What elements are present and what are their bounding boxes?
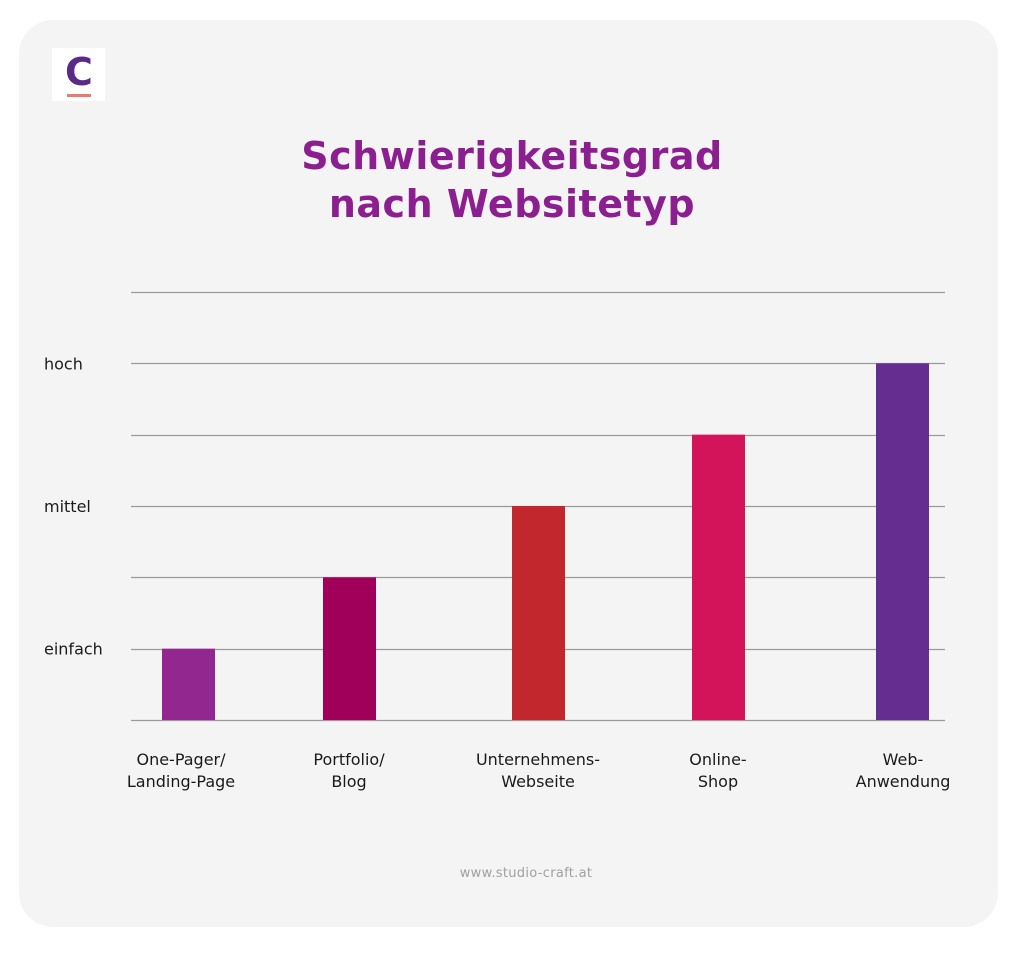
x-tick-label-1-line-0: Portfolio/ xyxy=(313,750,385,769)
x-tick-label-1: Portfolio/Blog xyxy=(313,750,385,791)
y-tick-label-0: einfach xyxy=(44,640,103,659)
logo-underline xyxy=(66,93,91,97)
x-tick-label-3-line-0: Online- xyxy=(689,750,746,769)
brand-logo: C xyxy=(52,48,105,101)
x-tick-label-2-line-0: Unternehmens- xyxy=(476,750,600,769)
x-tick-label-2-line-1: Webseite xyxy=(501,772,575,791)
chart-card xyxy=(19,20,998,927)
website-url: www.studio-craft.at xyxy=(459,866,593,881)
bar-1 xyxy=(323,577,376,720)
y-axis-labels: einfach mittel hoch xyxy=(44,354,103,658)
bar-4 xyxy=(876,363,929,720)
x-tick-label-4: Web- Anwendung xyxy=(856,750,951,791)
bar-2 xyxy=(512,506,565,720)
logo-letter: C xyxy=(65,52,93,94)
chart-title: Schwierigkeitsgrad nach Websitetyp xyxy=(0,132,1024,228)
y-tick-label-2: hoch xyxy=(44,354,83,373)
logo-c-icon: C xyxy=(65,52,93,97)
bar-3 xyxy=(692,434,745,720)
bar-0 xyxy=(162,648,215,720)
x-tick-label-3-line-1: Shop xyxy=(698,772,738,791)
chart-title-line-1: Schwierigkeitsgrad xyxy=(301,134,723,178)
gridlines xyxy=(131,291,945,722)
x-tick-label-0-line-0: One-Pager/ xyxy=(136,750,226,769)
x-tick-label-0: One-Pager/Landing-Page xyxy=(127,750,235,791)
x-tick-label-2: Unternehmens- Webseite xyxy=(476,750,600,791)
x-tick-label-4-line-0: Web- xyxy=(883,750,924,769)
bars xyxy=(162,363,929,720)
x-axis-labels: One-Pager/Landing-Page Portfolio/Blog Unte… xyxy=(127,750,951,791)
x-tick-label-3: Online- Shop xyxy=(689,750,746,791)
x-tick-label-0-line-1: Landing-Page xyxy=(127,772,235,791)
x-tick-label-4-line-1: Anwendung xyxy=(856,772,951,791)
x-tick-label-1-line-1: Blog xyxy=(331,772,366,791)
chart-title-line-2: nach Websitetyp xyxy=(328,182,696,226)
y-tick-label-1: mittel xyxy=(44,497,91,516)
